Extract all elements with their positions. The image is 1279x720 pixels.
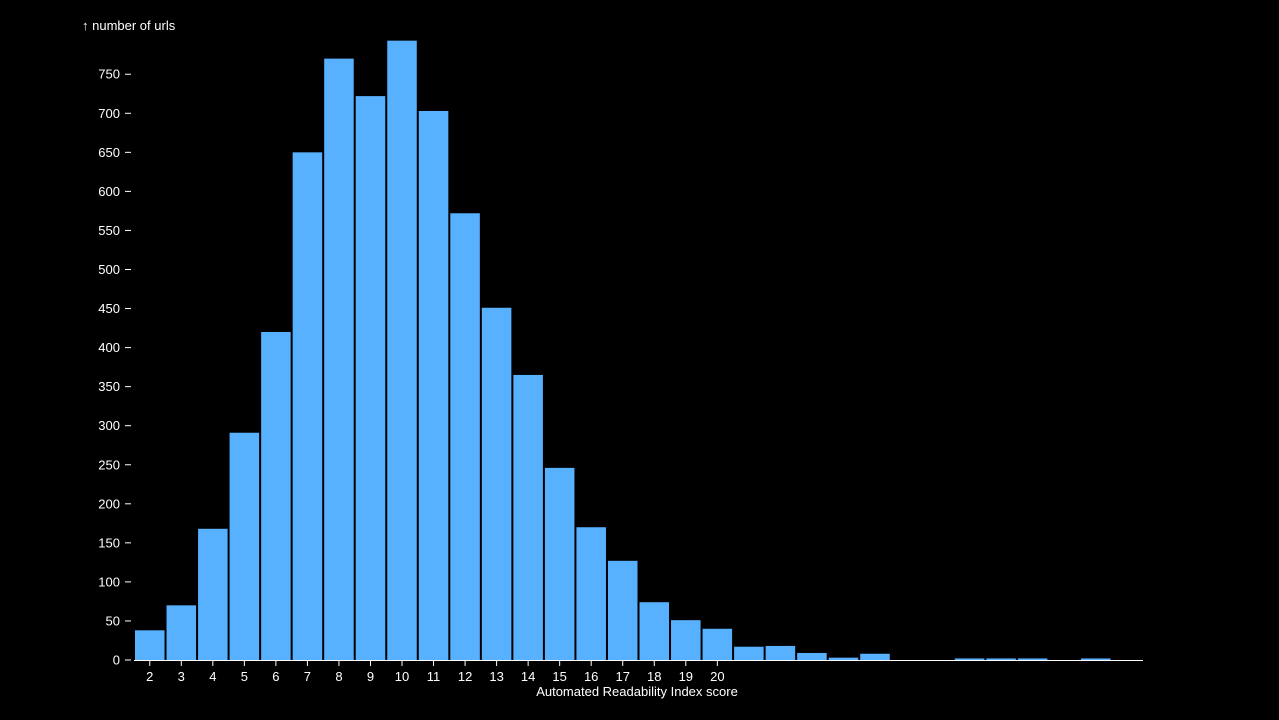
bar-4	[198, 528, 228, 660]
x-tick-label: 2	[146, 669, 153, 684]
x-tick-label: 19	[679, 669, 693, 684]
bar-5	[229, 432, 260, 660]
y-axis: 0 50 100 150 200 250 300 350 400 450 500 550 600 650 7…	[98, 67, 131, 668]
y-tick-label: 350	[98, 379, 120, 394]
bar-15	[544, 467, 575, 660]
bar-8	[324, 58, 354, 661]
y-tick-label: 200	[98, 496, 120, 511]
y-tick-label: 50	[106, 613, 120, 628]
bar-11	[418, 110, 449, 660]
x-axis: 2 3 4 5 6 7 8 9 10 11 12 13 14 15 16 17 18 19 20	[134, 660, 1143, 684]
bar-28	[954, 658, 985, 660]
bar-16	[576, 527, 606, 660]
x-tick-label: 14	[521, 669, 535, 684]
x-tick-label: 3	[178, 669, 185, 684]
x-tick-label: 12	[458, 669, 472, 684]
bar-7	[292, 152, 323, 660]
y-tick-label: 550	[98, 223, 120, 238]
bars-group	[135, 40, 1111, 661]
y-axis-title: ↑ number of urls	[82, 18, 176, 33]
bar-3	[166, 605, 197, 660]
y-tick-label: 600	[98, 184, 120, 199]
x-tick-label: 15	[552, 669, 566, 684]
y-tick-label: 0	[113, 653, 120, 668]
x-tick-label: 6	[272, 669, 279, 684]
y-tick-label: 250	[98, 457, 120, 472]
x-tick-label: 16	[584, 669, 598, 684]
bar-24	[828, 657, 859, 660]
y-tick-label: 300	[98, 418, 120, 433]
bar-6	[261, 331, 291, 660]
bar-30	[1017, 658, 1048, 660]
bar-29	[986, 658, 1016, 660]
bar-10	[387, 40, 417, 661]
bar-2	[135, 630, 165, 660]
x-tick-label: 13	[489, 669, 503, 684]
x-tick-label: 20	[710, 669, 724, 684]
x-axis-title: Automated Readability Index score	[536, 684, 738, 699]
y-tick-label: 400	[98, 340, 120, 355]
bar-14	[513, 374, 543, 660]
y-tick-label: 750	[98, 67, 120, 82]
x-tick-label: 18	[647, 669, 661, 684]
x-tick-label: 9	[367, 669, 374, 684]
x-tick-label: 8	[335, 669, 342, 684]
y-tick-label: 700	[98, 106, 120, 121]
y-tick-label: 500	[98, 262, 120, 277]
bar-13	[481, 307, 512, 660]
bar-20	[702, 628, 733, 660]
y-tick-label: 450	[98, 301, 120, 316]
bar-12	[450, 213, 480, 660]
x-tick-label: 10	[395, 669, 409, 684]
y-tick-label: 650	[98, 145, 120, 160]
bar-18	[639, 602, 670, 660]
x-tick-label: 5	[241, 669, 248, 684]
y-tick-label: 150	[98, 535, 120, 550]
x-tick-label: 17	[615, 669, 629, 684]
bar-25	[860, 653, 890, 660]
x-tick-label: 11	[427, 669, 441, 684]
bar-9	[355, 96, 386, 661]
bar-32	[1080, 658, 1111, 660]
bar-19	[671, 620, 701, 660]
bar-23	[797, 652, 827, 660]
bar-21	[734, 646, 764, 660]
x-tick-label: 7	[304, 669, 311, 684]
x-tick-label: 4	[209, 669, 216, 684]
bar-22	[765, 645, 796, 660]
y-tick-label: 100	[98, 574, 120, 589]
bar-17	[607, 560, 638, 660]
